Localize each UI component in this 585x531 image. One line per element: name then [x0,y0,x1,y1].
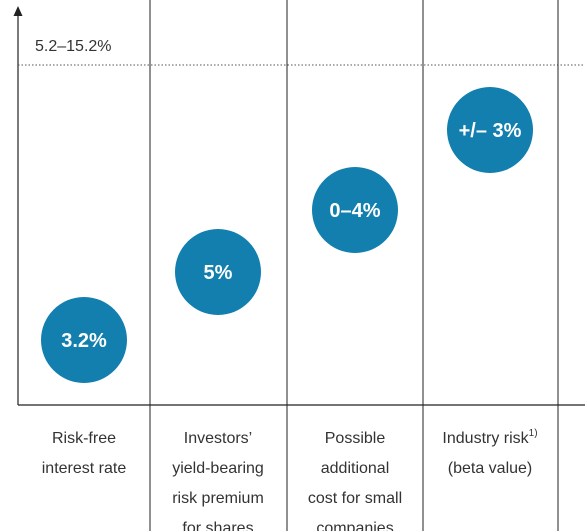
column-label: Possible [325,430,386,447]
circle-label: 3.2% [61,330,107,352]
column-label: Investors’ [184,430,252,447]
column-label: interest rate [42,460,127,477]
column-label: (beta value) [448,460,533,477]
label-text: additional [321,460,390,477]
label-text: for shares [182,520,253,531]
circle [312,167,398,253]
footnote-marker: 1) [529,428,538,439]
column-label: risk premium [172,490,264,507]
circle-label: 0–4% [329,200,380,222]
circle-label: 5% [204,262,233,284]
circle [41,297,127,383]
label-text: Investors’ [184,430,252,447]
label-text: Industry risk [442,430,529,447]
circle [175,229,261,315]
axis-arrow [13,6,23,16]
circle [447,87,533,173]
label-text: companies [316,520,393,531]
column-label: cost for small [308,490,402,507]
label-text: risk premium [172,490,264,507]
column-label: Risk-free [52,430,116,447]
label-text: yield-bearing [172,460,264,477]
column-label: Industry risk1) [442,428,537,447]
column-label: yield-bearing [172,460,264,477]
column-label: companies [316,520,393,531]
label-text: Possible [325,430,386,447]
column-label: additional [321,460,390,477]
label-text: (beta value) [448,460,533,477]
label-text: Risk-free [52,430,116,447]
axis-label: 5.2–15.2% [35,38,112,55]
circle-label: +/– 3% [459,120,522,142]
label-text: interest rate [42,460,127,477]
label-text: cost for small [308,490,402,507]
column-label: for shares [182,520,253,531]
